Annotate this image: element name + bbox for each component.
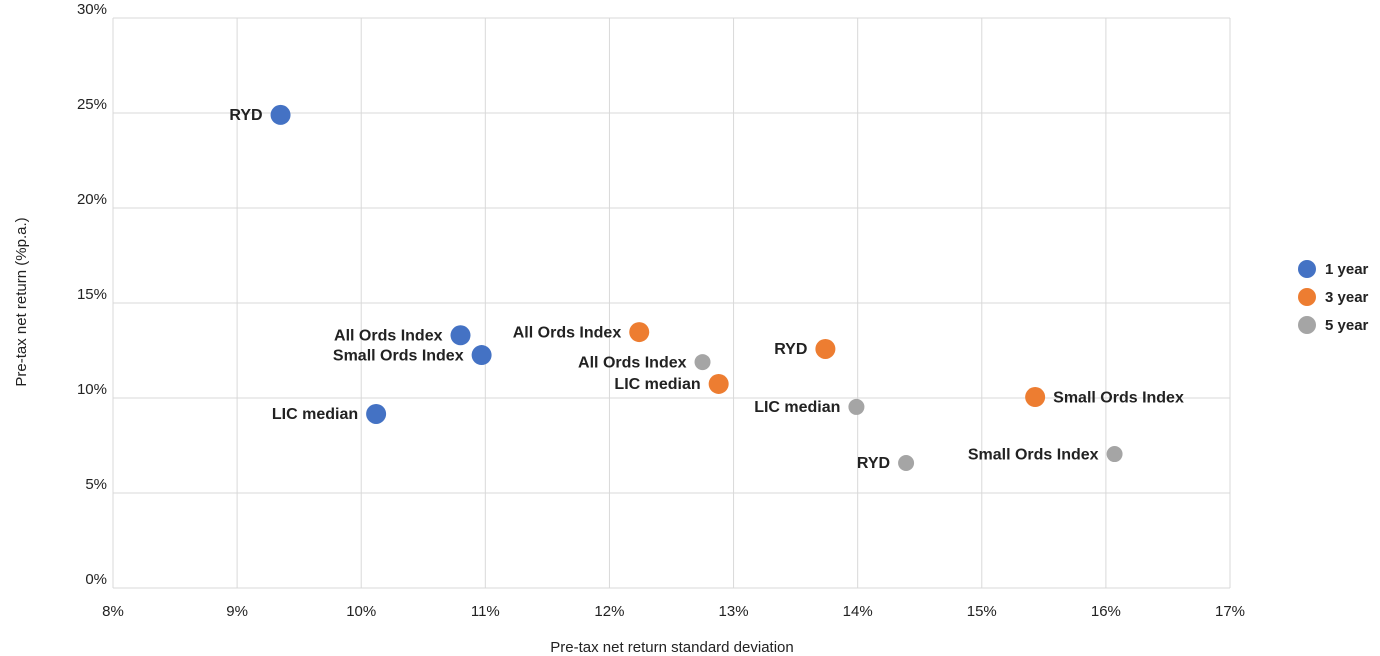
y-tick-label: 25% (77, 96, 107, 113)
point-label: Small Ords Index (333, 347, 464, 364)
point (450, 325, 471, 346)
point (815, 338, 836, 359)
x-tick-label: 13% (719, 603, 749, 620)
point (848, 398, 865, 415)
x-tick-label: 12% (594, 603, 624, 620)
point-label: Small Ords Index (968, 446, 1099, 463)
point-label: All Ords Index (578, 354, 687, 371)
y-tick-label: 10% (77, 381, 107, 398)
y-tick-label: 15% (77, 286, 107, 303)
y-tick-label: 20% (77, 191, 107, 208)
legend-label: 3 year (1325, 289, 1369, 306)
y-axis-title: Pre-tax net return (%p.a.) (13, 217, 30, 386)
x-tick-label: 8% (102, 603, 124, 620)
point-label: RYD (229, 107, 262, 124)
x-tick-label: 15% (967, 603, 997, 620)
x-tick-label: 10% (346, 603, 376, 620)
point (1025, 387, 1046, 408)
point (1106, 446, 1123, 463)
point (708, 373, 729, 394)
legend-label: 1 year (1325, 261, 1369, 278)
point-label: LIC median (614, 376, 700, 393)
legend-label: 5 year (1325, 317, 1369, 334)
point-label: All Ords Index (513, 324, 622, 341)
x-tick-label: 9% (226, 603, 248, 620)
legend-marker (1298, 288, 1316, 306)
point (898, 454, 915, 471)
point-label: All Ords Index (334, 328, 443, 345)
legend-marker (1298, 260, 1316, 278)
x-tick-label: 11% (471, 603, 500, 620)
legend-marker (1298, 316, 1316, 334)
x-tick-label: 17% (1215, 603, 1245, 620)
point (471, 345, 492, 366)
point-label: RYD (857, 455, 890, 472)
point (366, 403, 387, 424)
point-label: LIC median (754, 399, 840, 416)
point-label: LIC median (272, 406, 358, 423)
x-tick-label: 16% (1091, 603, 1121, 620)
point (629, 322, 650, 343)
x-tick-label: 14% (843, 603, 873, 620)
y-tick-label: 30% (77, 1, 107, 18)
point (270, 104, 291, 125)
y-tick-label: 5% (85, 476, 107, 493)
point-label: Small Ords Index (1053, 389, 1184, 406)
x-axis-title: Pre-tax net return standard deviation (550, 639, 793, 656)
y-tick-label: 0% (85, 571, 107, 588)
point-label: RYD (774, 341, 807, 358)
point (694, 354, 711, 371)
